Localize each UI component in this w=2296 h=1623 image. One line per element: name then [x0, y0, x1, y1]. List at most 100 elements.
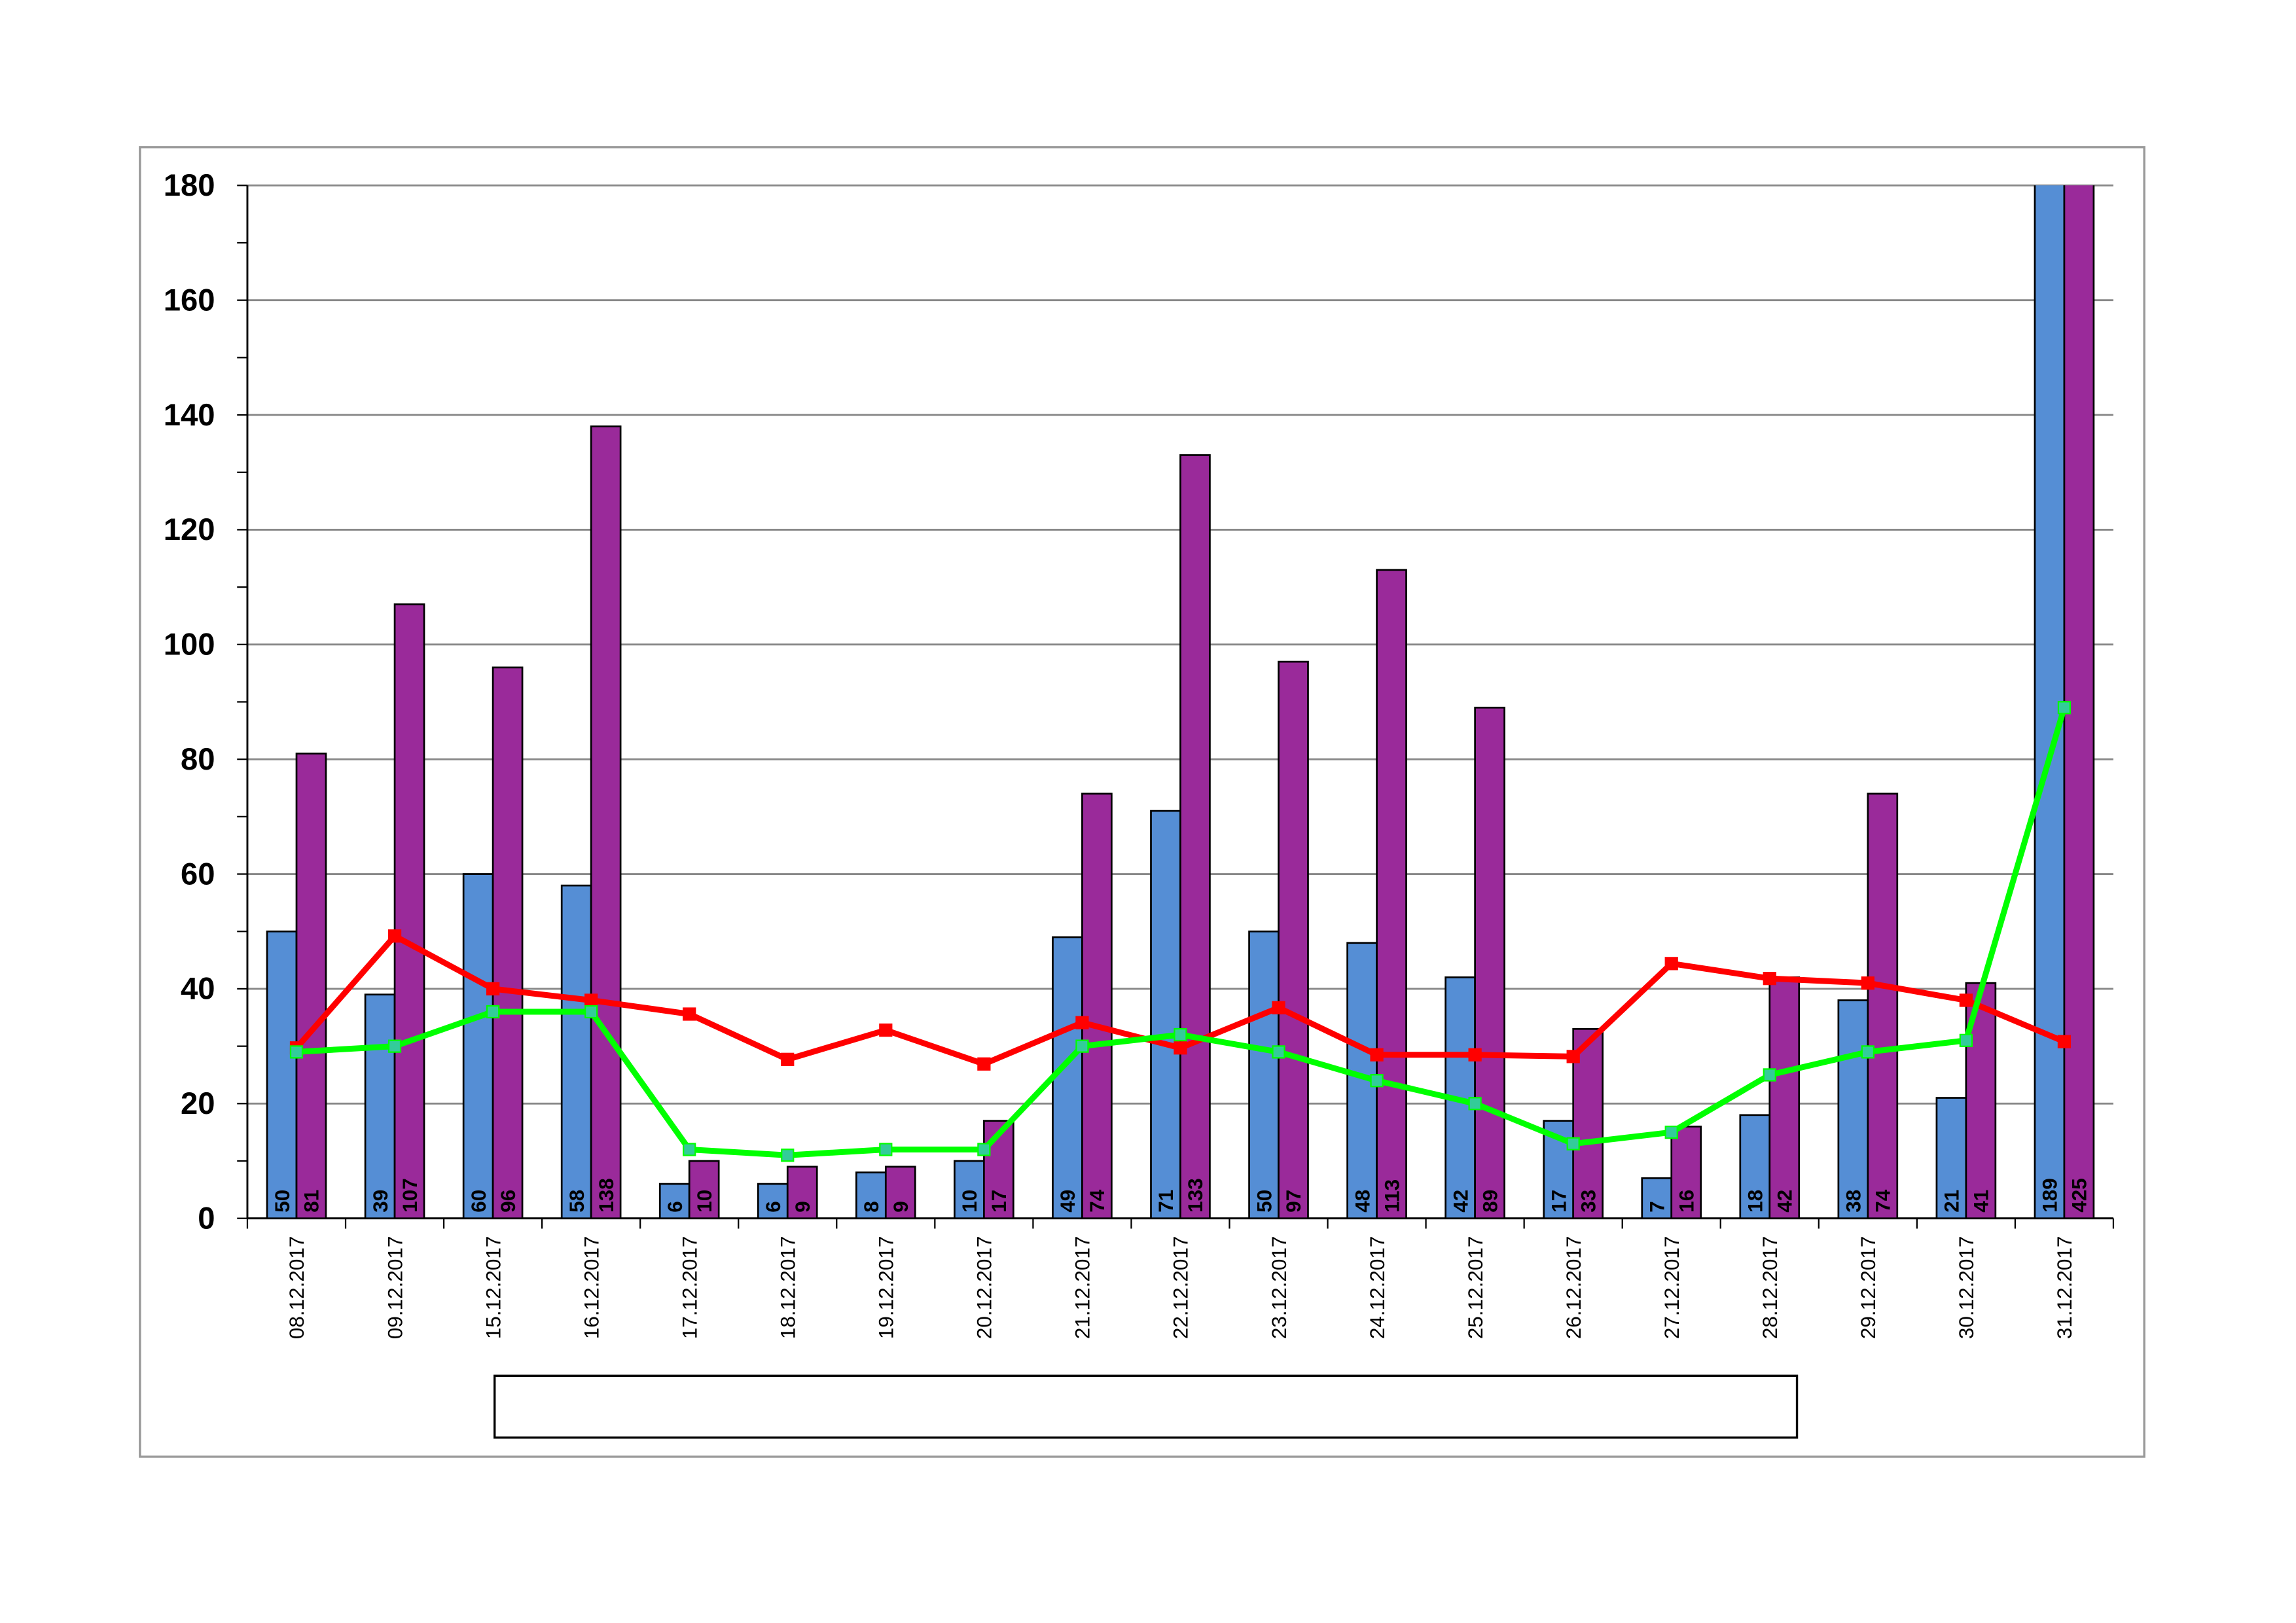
bar-value-label: 189 — [2039, 1178, 2062, 1213]
bar — [462, 873, 494, 1219]
line-marker — [1370, 1074, 1384, 1088]
line-marker — [977, 1057, 991, 1071]
bar — [1248, 930, 1280, 1219]
line-marker — [879, 1023, 893, 1037]
y-tick-label: 180 — [164, 168, 215, 203]
line-marker — [584, 993, 598, 1007]
line-marker — [1468, 1048, 1482, 1061]
bar-value-label: 74 — [1086, 1189, 1109, 1213]
bar-value-label: 18 — [1744, 1190, 1767, 1213]
bar-value-label: 97 — [1282, 1190, 1305, 1213]
bar — [590, 425, 622, 1219]
line-marker — [683, 1143, 696, 1156]
line-marker — [1075, 1016, 1089, 1029]
bar — [1935, 1097, 1967, 1219]
x-tick-label: 25.12.2017 — [1464, 1236, 1487, 1340]
line-marker — [683, 1007, 696, 1021]
bar — [295, 753, 327, 1219]
bar — [658, 1183, 691, 1219]
bar-value-label: 10 — [693, 1190, 716, 1213]
legend-box — [493, 1374, 1799, 1439]
bar — [2034, 185, 2066, 1219]
y-tick-label: 140 — [164, 398, 215, 433]
bar — [364, 993, 396, 1219]
bar — [1641, 1177, 1673, 1219]
x-tick-label: 26.12.2017 — [1562, 1236, 1585, 1340]
y-tick-label: 40 — [181, 972, 215, 1007]
line-marker — [486, 982, 500, 996]
y-tick-label: 20 — [181, 1086, 215, 1121]
chart-frame — [139, 146, 2145, 1458]
line-marker — [1763, 1068, 1776, 1082]
bar-value-label: 7 — [1645, 1201, 1668, 1213]
bar-value-label: 58 — [565, 1190, 588, 1213]
bar — [1346, 942, 1378, 1219]
x-tick-label: 28.12.2017 — [1759, 1236, 1782, 1340]
line-marker — [977, 1143, 991, 1156]
line-marker — [1272, 1045, 1285, 1059]
bar-value-label: 50 — [1253, 1190, 1276, 1213]
line-marker — [1566, 1137, 1580, 1150]
bar — [786, 1166, 818, 1219]
bar-value-label: 6 — [664, 1201, 687, 1213]
bar — [688, 1160, 720, 1219]
x-tick-label: 19.12.2017 — [875, 1236, 898, 1340]
bar-value-label: 42 — [1774, 1190, 1797, 1213]
bar-value-label: 21 — [1941, 1190, 1964, 1213]
bar-value-label: 33 — [1577, 1190, 1600, 1213]
line-marker — [1370, 1048, 1384, 1061]
bar-value-label: 17 — [988, 1190, 1011, 1213]
y-tick-label: 60 — [181, 857, 215, 891]
bar-value-label: 16 — [1675, 1190, 1698, 1213]
x-tick-label: 31.12.2017 — [2053, 1236, 2076, 1340]
y-tick-label: 0 — [198, 1201, 215, 1236]
bar-value-label: 41 — [1970, 1190, 1993, 1213]
x-tick-label: 16.12.2017 — [580, 1236, 603, 1340]
bar-value-label: 10 — [958, 1190, 981, 1213]
bar-value-label: 8 — [860, 1201, 883, 1213]
bar — [1768, 976, 1801, 1219]
line-marker — [1763, 972, 1776, 986]
bar-value-label: 6 — [762, 1201, 785, 1213]
line-marker — [1468, 1097, 1482, 1111]
bar-value-label: 71 — [1155, 1190, 1177, 1213]
x-tick-label: 29.12.2017 — [1857, 1236, 1880, 1340]
line-marker — [1174, 1027, 1187, 1042]
x-tick-label: 09.12.2017 — [384, 1236, 406, 1340]
y-tick-label: 160 — [164, 283, 215, 317]
line-marker — [781, 1052, 795, 1066]
bar — [1052, 936, 1083, 1219]
bar — [954, 1160, 985, 1219]
y-tick-label: 100 — [164, 628, 215, 662]
line-marker — [2057, 1035, 2072, 1048]
bar — [757, 1183, 789, 1219]
bar-value-label: 74 — [1872, 1189, 1895, 1213]
bar-value-label: 113 — [1380, 1179, 1403, 1213]
y-tick-label: 80 — [181, 742, 215, 777]
x-tick-label: 24.12.2017 — [1366, 1236, 1389, 1340]
bar-value-label: 60 — [467, 1190, 490, 1213]
bar-value-label: 17 — [1547, 1190, 1570, 1213]
y-tick-label: 120 — [164, 512, 215, 547]
bar-value-label: 39 — [369, 1190, 392, 1213]
line-marker — [1861, 1045, 1874, 1059]
bar-value-label: 96 — [497, 1190, 520, 1213]
x-tick-label: 21.12.2017 — [1071, 1236, 1094, 1340]
line-marker — [781, 1149, 795, 1162]
line-marker — [1075, 1039, 1089, 1053]
bar — [560, 884, 592, 1219]
bar — [1474, 706, 1505, 1219]
x-tick-label: 15.12.2017 — [482, 1236, 505, 1340]
bar-value-label: 49 — [1056, 1190, 1079, 1213]
line-marker — [1959, 1033, 1973, 1047]
bar-value-label: 133 — [1184, 1178, 1207, 1213]
bar — [884, 1166, 916, 1219]
line-marker — [387, 929, 402, 943]
bar — [393, 603, 425, 1219]
bar-value-label: 50 — [271, 1190, 294, 1213]
bar-value-label: 89 — [1479, 1190, 1501, 1213]
line-marker — [486, 1005, 500, 1019]
bar — [1179, 454, 1211, 1219]
